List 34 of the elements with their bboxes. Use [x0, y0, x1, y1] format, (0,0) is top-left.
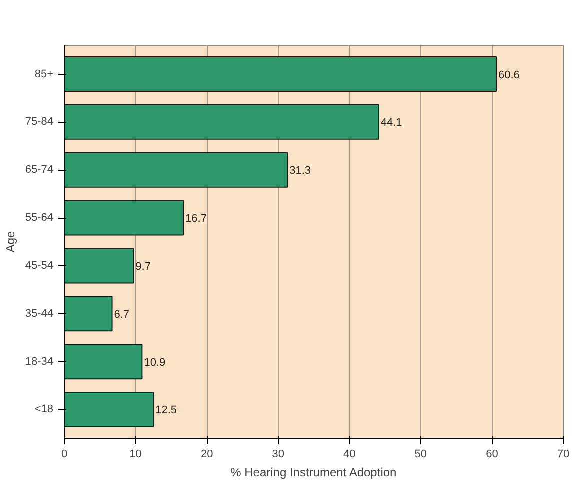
x-axis-title: % Hearing Instrument Adoption	[230, 466, 397, 480]
data-label: 16.7	[186, 213, 207, 226]
x-tick-label: 10	[130, 448, 142, 460]
data-label: 31.3	[290, 165, 312, 178]
bar	[64, 56, 497, 92]
y-tick-label: 85+	[34, 68, 54, 80]
data-label: 12.5	[156, 404, 178, 417]
y-tick-label: 35-44	[25, 308, 54, 320]
bar	[64, 296, 113, 332]
y-tick-label: 75-84	[25, 116, 54, 128]
y-tick-label: 18-34	[25, 356, 54, 368]
x-tick-label: 20	[200, 448, 214, 460]
y-tick-label: 45-54	[25, 260, 54, 272]
bar	[64, 248, 134, 284]
x-tick-label: 60	[486, 448, 498, 460]
data-label: 60.6	[498, 69, 520, 82]
bar	[64, 104, 380, 140]
bar	[64, 152, 288, 188]
x-tick-label: 30	[272, 448, 284, 460]
bar	[64, 344, 143, 380]
y-tick-label: 65-74	[25, 164, 54, 176]
x-tick-label: 70	[557, 448, 570, 460]
bar	[64, 200, 184, 236]
bar	[64, 392, 154, 428]
y-axis-title: Age	[3, 231, 18, 253]
x-tick-label: 50	[414, 448, 428, 460]
y-tick-label: 55-64	[25, 212, 54, 224]
data-label: 10.9	[144, 356, 166, 369]
data-label: 6.7	[114, 308, 130, 321]
y-tick-label: <18	[34, 404, 54, 416]
x-tick-label: 0	[61, 448, 68, 460]
data-label: 44.1	[380, 117, 402, 130]
x-tick-label: 40	[344, 448, 356, 460]
data-label: 9.7	[136, 260, 151, 273]
